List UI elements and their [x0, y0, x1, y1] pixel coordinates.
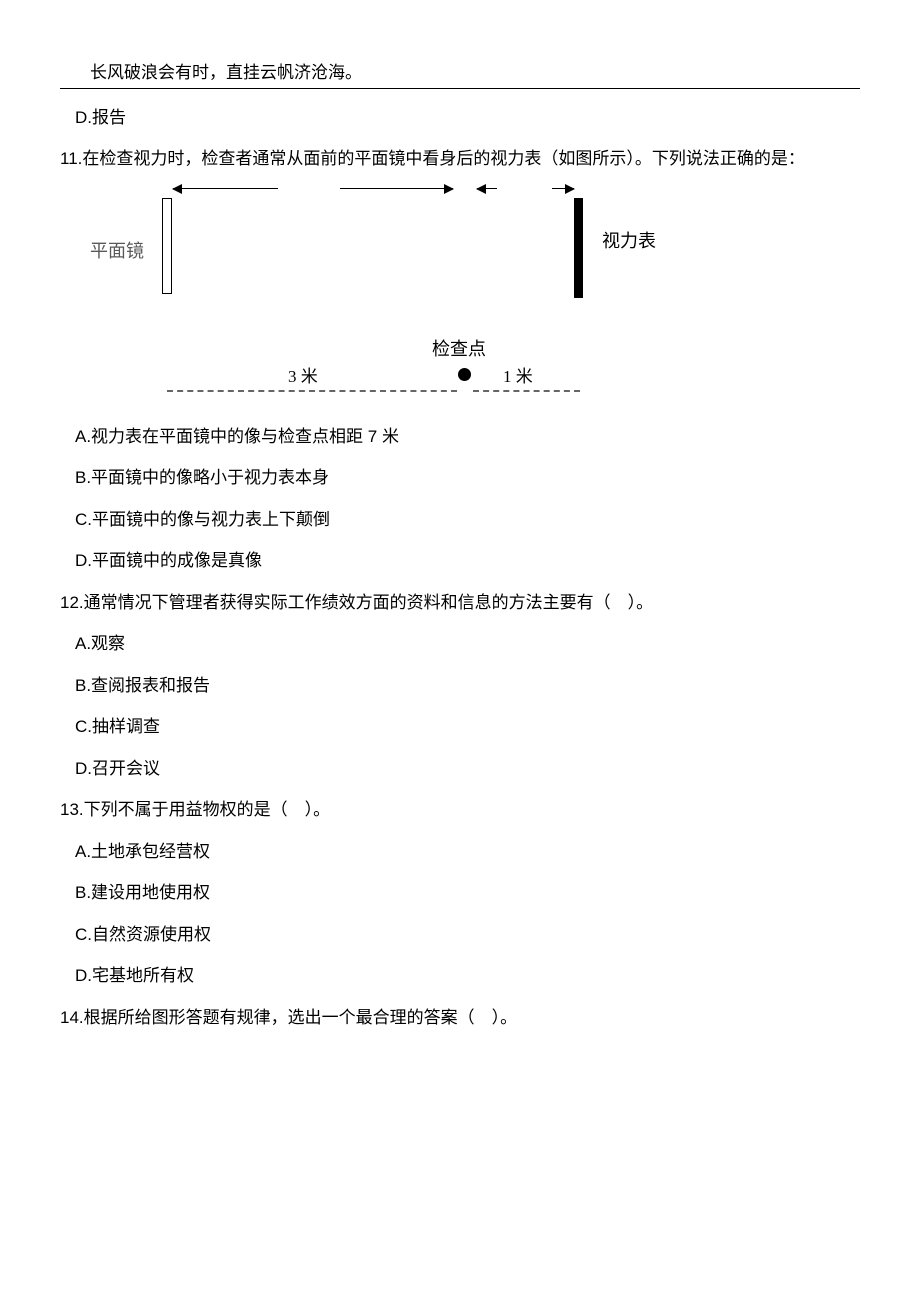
q13-option-c: C.自然资源使用权 [75, 922, 860, 948]
dim2-text: 1 米 [503, 364, 533, 390]
q13-option-a: A.土地承包经营权 [75, 839, 860, 865]
dim-baseline-2 [473, 390, 580, 392]
q12-stem: 12.通常情况下管理者获得实际工作绩效方面的资料和信息的方法主要有（ ）。 [60, 590, 860, 616]
eye-chart-label: 视力表 [602, 228, 656, 255]
header-quote: 长风破浪会有时，直挂云帆济沧海。 [60, 60, 860, 88]
q13-option-b: B.建设用地使用权 [75, 880, 860, 906]
q12-option-d: D.召开会议 [75, 756, 860, 782]
q11-diagram: 平面镜 视力表 检查点 3 米 1 米 [90, 188, 650, 408]
q11-option-c: C.平面镜中的像与视力表上下颠倒 [75, 507, 860, 533]
q12-option-c: C.抽样调查 [75, 714, 860, 740]
dim1-arrow-right [340, 188, 453, 190]
dim1-text: 3 米 [288, 364, 318, 390]
q12-option-b: B.查阅报表和报告 [75, 673, 860, 699]
q11-option-d: D.平面镜中的成像是真像 [75, 548, 860, 574]
dim-baseline-1 [167, 390, 457, 392]
q12-option-a: A.观察 [75, 631, 860, 657]
eye-chart-shape [574, 198, 583, 298]
check-point-dot [458, 368, 471, 381]
dim1-arrow-left [173, 188, 278, 190]
q10-option-d: D.报告 [75, 105, 860, 131]
q11-stem: 11.在检查视力时，检查者通常从面前的平面镜中看身后的视力表（如图所示）。下列说… [60, 146, 860, 172]
header-divider [60, 88, 860, 89]
check-point-label: 检查点 [432, 336, 486, 363]
q13-option-d: D.宅基地所有权 [75, 963, 860, 989]
q14-stem: 14.根据所给图形答题有规律，选出一个最合理的答案（ ）。 [60, 1005, 860, 1031]
mirror-shape [162, 198, 172, 294]
mirror-label: 平面镜 [90, 238, 144, 265]
q13-stem: 13.下列不属于用益物权的是（ ）。 [60, 797, 860, 823]
dim2-arrow-right [552, 188, 574, 190]
q11-option-a: A.视力表在平面镜中的像与检查点相距 7 米 [75, 424, 860, 450]
q11-option-b: B.平面镜中的像略小于视力表本身 [75, 465, 860, 491]
dim2-arrow-left [477, 188, 497, 190]
